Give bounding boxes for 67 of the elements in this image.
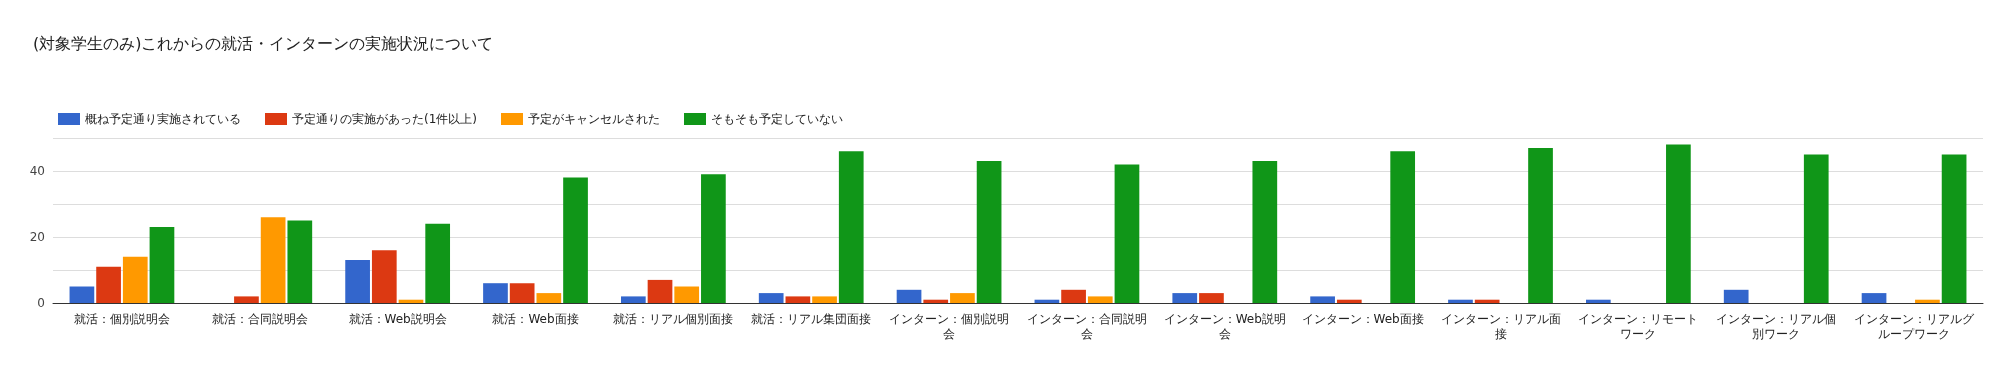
y-tick-label: 0 bbox=[37, 296, 45, 310]
x-tick-label: インターン：Web説明会 bbox=[1163, 311, 1286, 341]
bar bbox=[1585, 299, 1611, 303]
x-tick-label: インターン：Web面接 bbox=[1301, 311, 1424, 326]
bar bbox=[923, 299, 949, 303]
bar bbox=[1087, 296, 1113, 303]
bar bbox=[1474, 299, 1500, 303]
bar bbox=[425, 223, 451, 303]
bar bbox=[122, 256, 148, 303]
bar bbox=[1336, 299, 1362, 303]
y-tick-label: 40 bbox=[29, 164, 45, 178]
bar bbox=[785, 296, 811, 303]
bar bbox=[1199, 293, 1224, 303]
bar bbox=[1061, 289, 1086, 303]
bar bbox=[96, 266, 121, 303]
bar bbox=[260, 217, 286, 303]
x-tick-label: 就活：Web面接 bbox=[492, 311, 579, 326]
x-tick-label: インターン：リモートワーク bbox=[1578, 311, 1699, 341]
bar bbox=[483, 283, 508, 303]
bar bbox=[758, 293, 784, 303]
bar bbox=[701, 174, 726, 303]
bar bbox=[812, 296, 837, 303]
y-tick-label: 20 bbox=[29, 230, 45, 244]
bar bbox=[536, 293, 562, 303]
bar bbox=[1528, 147, 1553, 303]
legend-label: 予定通りの実施があった(1件以上) bbox=[292, 112, 477, 126]
bar bbox=[1448, 299, 1473, 303]
bar bbox=[1172, 293, 1198, 303]
bar bbox=[1723, 289, 1749, 303]
bar bbox=[1915, 299, 1940, 303]
bar bbox=[838, 151, 864, 303]
bar bbox=[1803, 154, 1829, 303]
bar bbox=[1114, 164, 1140, 303]
bar bbox=[896, 289, 922, 303]
x-tick-label: インターン：合同説明会 bbox=[1026, 311, 1147, 341]
bar bbox=[345, 260, 370, 303]
x-tick-label: 就活：リアル個別面接 bbox=[613, 311, 734, 326]
x-tick-label: インターン：リアルグループワーク bbox=[1854, 311, 1976, 341]
legend-label: そもそも予定していない bbox=[711, 112, 843, 126]
x-tick-label: インターン：リアル個別ワーク bbox=[1716, 311, 1837, 341]
x-tick-label: 就活：個別説明会 bbox=[73, 311, 170, 326]
bar bbox=[371, 250, 397, 303]
bar bbox=[950, 293, 975, 303]
x-tick-label: 就活：リアル集団面接 bbox=[751, 311, 872, 326]
bar bbox=[149, 227, 175, 303]
x-tick-label: 就活：Web説明会 bbox=[348, 311, 447, 326]
x-tick-label: インターン：個別説明会 bbox=[889, 311, 1010, 341]
legend-label: 概ね予定通り実施されている bbox=[85, 112, 241, 126]
bar bbox=[563, 177, 588, 303]
bar bbox=[620, 296, 646, 303]
bar bbox=[234, 296, 259, 303]
bar bbox=[69, 286, 95, 303]
bar bbox=[674, 286, 700, 303]
x-tick-label: インターン：リアル面接 bbox=[1440, 311, 1561, 341]
bar bbox=[1861, 293, 1887, 303]
x-tick-label: 就活：合同説明会 bbox=[211, 311, 308, 326]
bar bbox=[1941, 154, 1967, 303]
legend-label: 予定がキャンセルされた bbox=[528, 112, 660, 126]
bar bbox=[1666, 144, 1691, 303]
bar bbox=[1252, 161, 1278, 303]
bar bbox=[647, 279, 673, 303]
chart-title: (対象学生のみ)これからの就活・インターンの実施状況について bbox=[33, 33, 494, 53]
bar bbox=[976, 161, 1002, 303]
bar bbox=[1390, 151, 1416, 303]
bar bbox=[509, 283, 535, 303]
bar bbox=[287, 220, 313, 303]
bar bbox=[1310, 296, 1335, 303]
